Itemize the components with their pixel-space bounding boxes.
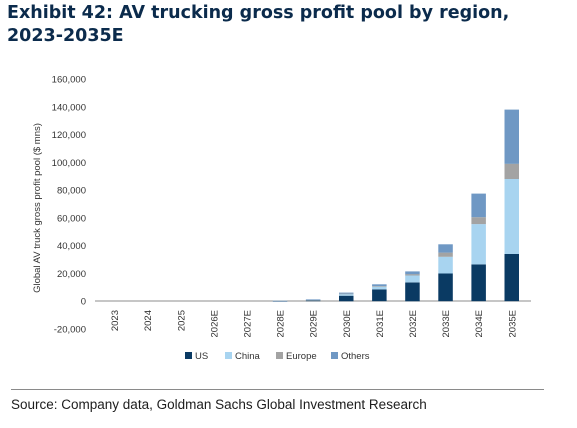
source-note: Source: Company data, Goldman Sachs Glob…	[11, 397, 427, 412]
x-tick-label: 2033E	[441, 310, 452, 337]
x-tick-label: 2023	[110, 310, 121, 331]
legend-swatch-us	[185, 352, 192, 359]
y-tick-label: 20,000	[57, 269, 86, 280]
y-tick-label: 100,000	[52, 158, 86, 169]
bar-segment-others-2035e	[504, 109, 519, 164]
legend-swatch-others	[331, 352, 338, 359]
x-tick-label: 2029E	[309, 310, 320, 337]
x-axis-ticks: 2023 2024 2025 2026E 2027E 2028E 2029E 2030E 203…	[110, 310, 518, 337]
bar-segment-china-2035e	[504, 179, 519, 254]
bar-segment-us-2032e	[405, 282, 420, 302]
bar-segment-us-2030e	[339, 295, 354, 302]
legend-label-europe: Europe	[286, 351, 317, 362]
legend: US China Europe Others	[185, 351, 370, 362]
legend-label-others: Others	[341, 351, 370, 362]
bar-segment-us-2033e	[438, 273, 453, 302]
bar-segment-us-2029e	[305, 300, 321, 302]
bar-segment-europe-2035e	[504, 163, 519, 179]
y-tick-label: 160,000	[52, 75, 86, 86]
legend-swatch-europe	[276, 352, 283, 359]
bar-segment-china-2031e	[372, 286, 387, 290]
bar-segment-china-2033e	[438, 256, 453, 274]
y-axis-label: Global AV truck gross profit pool ($ mns…	[32, 123, 43, 293]
y-tick-label: 0	[81, 297, 86, 308]
bar-segment-europe-2031e	[372, 285, 387, 287]
x-tick-label: 2028E	[276, 310, 287, 337]
y-axis-ticks: -20,000 0 20,000 40,000 60,000 80,000 100,000 1…	[52, 75, 86, 336]
bar-segment-europe-2029e	[305, 299, 321, 301]
chart-title: Exhibit 42: AV trucking gross profit poo…	[7, 3, 510, 46]
y-tick-label: 140,000	[52, 102, 86, 113]
x-tick-label: 2030E	[342, 310, 353, 337]
bars-group	[272, 109, 519, 302]
legend-swatch-china	[225, 352, 232, 359]
y-tick-label: 80,000	[57, 186, 86, 197]
y-tick-label: 120,000	[52, 130, 86, 141]
x-tick-label: 2027E	[243, 310, 254, 337]
bar-segment-europe-2030e	[339, 293, 354, 295]
bar-segment-us-2031e	[372, 289, 387, 302]
bar-segment-others-2031e	[372, 284, 387, 286]
y-tick-label: 60,000	[57, 213, 86, 224]
y-tick-label: -20,000	[54, 325, 86, 336]
x-tick-label: 2025	[176, 310, 187, 331]
bar-segment-others-2034e	[471, 193, 486, 218]
divider-line	[11, 389, 544, 390]
legend-label-us: US	[195, 351, 208, 362]
bar-segment-china-2032e	[405, 275, 420, 283]
bar-segment-us-2035e	[504, 254, 519, 302]
bar-segment-china-2034e	[471, 224, 486, 265]
bar-segment-china-2030e	[339, 294, 354, 296]
bar-segment-others-2030e	[339, 292, 354, 294]
y-axis-title: Global AV truck gross profit pool ($ mns…	[32, 123, 43, 293]
bar-segment-us-2034e	[471, 264, 486, 302]
bar-segment-europe-2033e	[438, 252, 453, 257]
bar-segment-europe-2034e	[471, 217, 486, 225]
bar-segment-others-2032e	[405, 271, 420, 275]
x-tick-label: 2034E	[474, 310, 485, 337]
bar-segment-europe-2032e	[405, 274, 420, 276]
legend-label-china: China	[235, 351, 261, 362]
bar-segment-others-2028e	[272, 300, 288, 302]
x-tick-label: 2026E	[209, 310, 220, 337]
x-tick-label: 2031E	[375, 310, 386, 337]
stacked-bar-chart: Global AV truck gross profit pool ($ mns…	[32, 75, 531, 362]
y-tick-label: 40,000	[57, 241, 86, 252]
bar-segment-others-2033e	[438, 244, 453, 253]
x-tick-label: 2035E	[507, 310, 518, 337]
bar-segment-others-2029e	[305, 299, 321, 300]
x-tick-label: 2024	[143, 310, 154, 331]
x-tick-label: 2032E	[408, 310, 419, 337]
